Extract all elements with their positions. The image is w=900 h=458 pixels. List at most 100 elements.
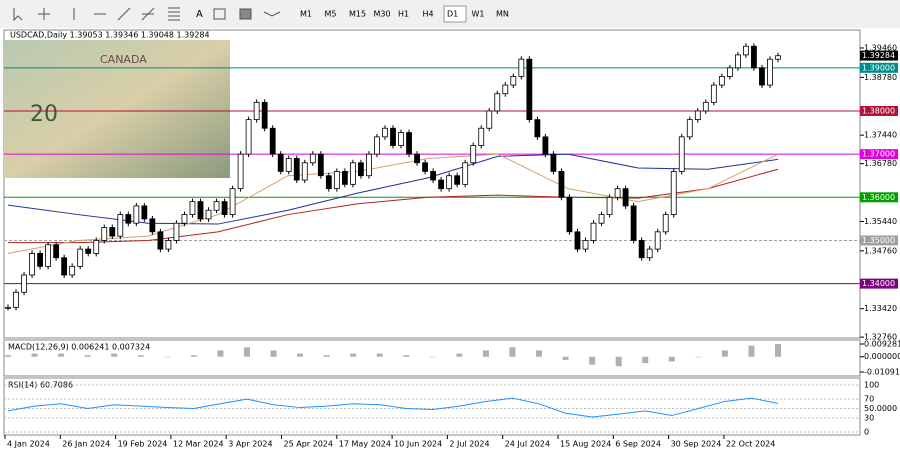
price-label-bg (860, 50, 898, 61)
level-label-bg (860, 278, 898, 289)
candle (13, 291, 19, 308)
current-price-label: 1.39284 (862, 51, 895, 60)
image-text: CANADA (100, 53, 147, 66)
candle (141, 205, 148, 220)
level-label: 1.38000 (862, 106, 895, 115)
y-tick-label: -0.010914 (864, 368, 900, 377)
y-tick-label: 0.009281 (864, 340, 900, 349)
timeframe-button[interactable]: M30 (374, 10, 391, 19)
macd-bar (84, 355, 91, 357)
candle (45, 244, 52, 267)
candle (21, 274, 27, 293)
candle (558, 171, 565, 198)
candle (77, 248, 84, 267)
y-tick-label: 50.0000 (864, 404, 897, 413)
timeframe-button[interactable]: D1 (447, 10, 458, 19)
level-label: 1.35000 (862, 236, 895, 245)
candle (718, 76, 725, 86)
candle (414, 153, 420, 164)
x-tick-label: 2 Jul 2024 (449, 440, 489, 449)
candle (197, 201, 204, 220)
macd-bar (775, 344, 781, 357)
candle (638, 240, 645, 259)
candle (710, 84, 717, 103)
candle (29, 253, 35, 276)
timeframe-button[interactable]: M5 (325, 10, 337, 19)
crosshair-icon[interactable] (38, 8, 50, 20)
candle (502, 84, 509, 95)
x-tick-label: 26 Jan 2024 (62, 440, 110, 449)
level-label: 1.39000 (862, 63, 895, 72)
timeframe-button[interactable]: H1 (398, 10, 409, 19)
candle (454, 175, 461, 185)
y-tick-label: 100 (864, 381, 879, 390)
timeframe-button[interactable]: M15 (349, 10, 366, 19)
channel-icon[interactable] (141, 7, 155, 21)
candle (149, 218, 156, 233)
candle (526, 58, 533, 121)
candle (438, 179, 445, 190)
macd-bar (323, 355, 330, 357)
candle (590, 222, 597, 241)
macd-bar (350, 353, 357, 357)
candle (654, 231, 661, 250)
fibo-icon[interactable] (168, 7, 180, 21)
candle (574, 231, 581, 250)
timeframe-button[interactable]: MN (496, 10, 509, 19)
chart-header: USDCAD,Daily 1.39053 1.39346 1.39048 1.3… (10, 31, 210, 40)
candle (518, 58, 525, 77)
macd-bar (217, 350, 224, 357)
candle (309, 153, 316, 164)
candle (775, 55, 781, 60)
candle (269, 127, 276, 155)
y-tick-label: 1.33420 (864, 304, 897, 313)
candle (53, 244, 60, 259)
macd-bar (536, 350, 543, 357)
candle (406, 132, 412, 155)
candle (317, 153, 324, 177)
label-icon[interactable] (213, 8, 226, 20)
candle (341, 171, 348, 185)
x-tick-label: 30 Sep 2024 (671, 440, 722, 449)
timeframe-button[interactable]: H4 (423, 10, 434, 19)
y-tick-label: 30 (864, 413, 874, 422)
macd-bar (642, 356, 649, 364)
y-tick-label: 1.35440 (864, 217, 897, 226)
x-tick-label: 6 Sep 2024 (615, 440, 661, 449)
candle (245, 119, 252, 155)
candle (349, 162, 356, 185)
candle (598, 214, 605, 224)
text-icon[interactable]: A (196, 9, 203, 20)
arrow-icon[interactable] (263, 11, 281, 17)
macd-bar (429, 356, 436, 358)
macd-bar (615, 356, 622, 367)
y-tick-label: 1.37440 (864, 131, 897, 140)
y-tick-label: 0 (864, 428, 869, 437)
macd-bar (164, 356, 171, 358)
timeframe-button[interactable]: M1 (300, 10, 312, 19)
candle (726, 67, 733, 77)
candle (550, 153, 557, 172)
candle (109, 227, 116, 237)
y-tick-label: 1.38780 (864, 73, 897, 82)
x-tick-label: 3 Apr 2024 (228, 440, 272, 449)
macd-bar (31, 353, 38, 357)
macd-bar (137, 355, 144, 357)
candle (630, 205, 637, 241)
x-tick-label: 10 Jun 2024 (394, 440, 442, 449)
trend-icon[interactable] (117, 7, 131, 21)
rsi-line (7, 397, 779, 418)
cursor-icon[interactable] (13, 8, 23, 22)
y-tick-label: 1.36780 (864, 159, 897, 168)
candle (694, 110, 701, 121)
candle (494, 93, 501, 112)
moving-average (7, 153, 779, 254)
candle (5, 306, 11, 309)
level-label-bg (860, 149, 898, 160)
shape-icon[interactable] (239, 8, 252, 20)
macd-bar (403, 355, 410, 357)
candle (125, 214, 132, 224)
timeframe-button[interactable]: W1 (472, 10, 485, 19)
candle (181, 214, 188, 224)
level-label: 1.34000 (862, 279, 895, 288)
